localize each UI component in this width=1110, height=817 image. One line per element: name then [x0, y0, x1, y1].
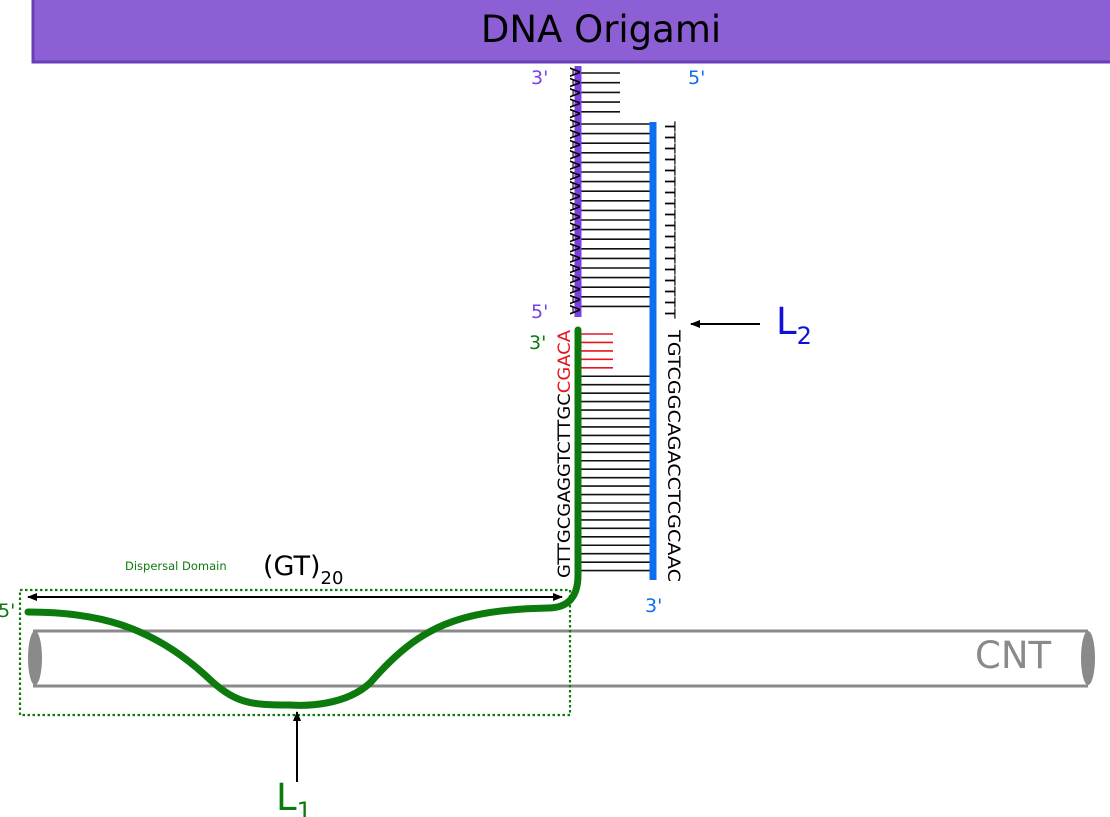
green-strand: [24, 326, 582, 709]
blue-poly-t-sequence: TTTTTTTTTTTTTTTTTT: [661, 121, 677, 320]
blue-5prime-label: 5': [688, 67, 705, 89]
cnt-right-cap: [1081, 631, 1095, 685]
dispersal-domain-label: Dispersal Domain: [125, 559, 227, 573]
cnt-tube: [28, 629, 1095, 688]
green-5prime-label: 5': [0, 600, 15, 622]
cnt-label: CNT: [975, 634, 1052, 677]
dna-origami-label: DNA Origami: [481, 8, 721, 51]
gt-repeat-label: (GT)20: [263, 551, 343, 589]
l2-label: L2: [776, 300, 812, 350]
dna-origami-bar: [31, 0, 1110, 64]
purple-5prime-label: 5': [531, 301, 548, 323]
green-3prime-label: 3': [529, 332, 546, 354]
blue-3prime-label: 3': [645, 595, 662, 617]
dispersal-domain-box: [18, 588, 572, 717]
green-sequence: GTTGCGAGGTCTTGCCGACA: [555, 330, 575, 578]
base-pairs: [578, 72, 653, 572]
blue-main-sequence: TGTCGGCAGACCTCGCAAC: [663, 329, 683, 582]
cnt-left-cap: [28, 631, 42, 685]
l1-label: L1: [276, 776, 312, 817]
purple-3prime-label: 3': [531, 67, 548, 89]
purple-sequence: AAAAAAAAAAAAAAAAAAAAAAAA: [566, 67, 582, 315]
